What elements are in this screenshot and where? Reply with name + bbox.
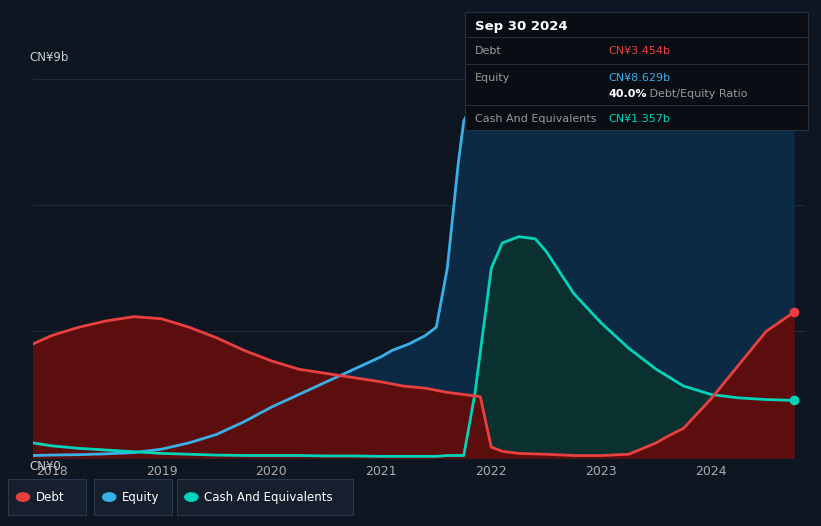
Text: Equity: Equity bbox=[475, 73, 510, 84]
Text: Debt: Debt bbox=[475, 46, 502, 56]
Text: CN¥1.357b: CN¥1.357b bbox=[608, 114, 670, 124]
Text: Cash And Equivalents: Cash And Equivalents bbox=[204, 491, 333, 503]
Text: CN¥3.454b: CN¥3.454b bbox=[608, 46, 671, 56]
Text: CN¥0: CN¥0 bbox=[29, 460, 61, 472]
Text: Debt: Debt bbox=[36, 491, 65, 503]
Text: Sep 30 2024: Sep 30 2024 bbox=[475, 20, 567, 33]
Text: Equity: Equity bbox=[122, 491, 160, 503]
Text: CN¥8.629b: CN¥8.629b bbox=[608, 73, 671, 84]
Text: Debt/Equity Ratio: Debt/Equity Ratio bbox=[646, 89, 748, 99]
Text: 40.0%: 40.0% bbox=[608, 89, 647, 99]
Text: CN¥9b: CN¥9b bbox=[29, 50, 68, 64]
Text: Cash And Equivalents: Cash And Equivalents bbox=[475, 114, 596, 124]
